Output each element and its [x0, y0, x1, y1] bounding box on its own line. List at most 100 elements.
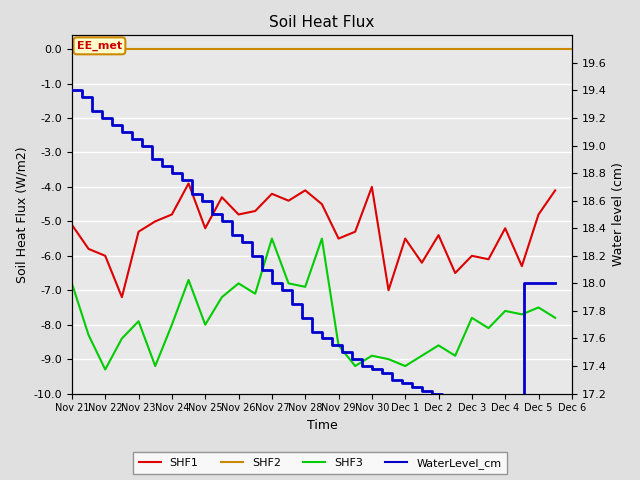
WaterLevel_cm — [98, 115, 106, 121]
SHF1 — [268, 191, 276, 197]
SHF1 — [351, 229, 359, 235]
WaterLevel_cm — [298, 315, 306, 321]
SHF1 — [218, 194, 226, 200]
WaterLevel_cm — [158, 163, 166, 169]
WaterLevel_cm — [478, 407, 486, 413]
SHF3 — [401, 363, 409, 369]
WaterLevel_cm — [388, 377, 396, 383]
WaterLevel_cm — [308, 329, 316, 335]
SHF1 — [285, 198, 292, 204]
WaterLevel_cm — [318, 336, 326, 341]
WaterLevel_cm — [208, 212, 216, 217]
WaterLevel_cm — [408, 384, 416, 390]
SHF1 — [501, 226, 509, 231]
WaterLevel_cm — [328, 343, 336, 348]
WaterLevel_cm — [228, 232, 236, 238]
Text: EE_met: EE_met — [77, 41, 122, 51]
WaterLevel_cm — [398, 380, 406, 385]
SHF3 — [135, 318, 143, 324]
WaterLevel_cm — [118, 129, 125, 135]
SHF3 — [301, 284, 309, 290]
SHF3 — [285, 280, 292, 286]
WaterLevel_cm — [178, 177, 186, 183]
WaterLevel_cm — [248, 253, 256, 259]
WaterLevel_cm — [278, 288, 285, 293]
Legend: SHF1, SHF2, SHF3, WaterLevel_cm: SHF1, SHF2, SHF3, WaterLevel_cm — [133, 453, 507, 474]
SHF1 — [468, 253, 476, 259]
SHF3 — [335, 343, 342, 348]
WaterLevel_cm — [68, 87, 76, 93]
WaterLevel_cm — [534, 280, 542, 286]
SHF1 — [235, 212, 243, 217]
SHF1 — [451, 270, 459, 276]
SHF3 — [252, 291, 259, 297]
SHF1 — [335, 236, 342, 241]
SHF1 — [484, 256, 492, 262]
WaterLevel_cm — [88, 108, 96, 114]
SHF3 — [351, 363, 359, 369]
SHF3 — [468, 315, 476, 321]
SHF1 — [135, 229, 143, 235]
SHF1 — [152, 218, 159, 224]
SHF1 — [318, 201, 326, 207]
SHF1 — [168, 212, 176, 217]
WaterLevel_cm — [428, 391, 436, 396]
SHF1 — [84, 246, 92, 252]
SHF3 — [168, 322, 176, 327]
SHF3 — [118, 336, 125, 341]
Y-axis label: Water level (cm): Water level (cm) — [612, 163, 625, 266]
Line: SHF3: SHF3 — [72, 239, 555, 370]
SHF3 — [84, 332, 92, 338]
WaterLevel_cm — [148, 156, 156, 162]
WaterLevel_cm — [448, 397, 456, 403]
SHF1 — [385, 288, 392, 293]
WaterLevel_cm — [458, 400, 466, 406]
WaterLevel_cm — [238, 239, 246, 245]
WaterLevel_cm — [348, 356, 356, 362]
SHF1 — [301, 188, 309, 193]
WaterLevel_cm — [378, 370, 386, 376]
SHF3 — [318, 236, 326, 241]
WaterLevel_cm — [518, 418, 525, 424]
Line: WaterLevel_cm: WaterLevel_cm — [72, 90, 555, 421]
SHF1 — [534, 212, 542, 217]
WaterLevel_cm — [418, 388, 426, 394]
WaterLevel_cm — [128, 136, 136, 142]
WaterLevel_cm — [198, 198, 205, 204]
WaterLevel_cm — [368, 366, 376, 372]
SHF1 — [68, 222, 76, 228]
WaterLevel_cm — [438, 394, 445, 399]
WaterLevel_cm — [551, 280, 559, 286]
SHF1 — [252, 208, 259, 214]
SHF3 — [551, 315, 559, 321]
SHF1 — [401, 236, 409, 241]
SHF1 — [368, 184, 376, 190]
SHF3 — [451, 353, 459, 359]
WaterLevel_cm — [468, 405, 476, 410]
WaterLevel_cm — [520, 280, 527, 286]
SHF3 — [218, 294, 226, 300]
SHF1 — [185, 180, 193, 186]
SHF1 — [418, 260, 426, 265]
SHF3 — [185, 277, 193, 283]
SHF3 — [501, 308, 509, 314]
WaterLevel_cm — [78, 95, 86, 100]
WaterLevel_cm — [168, 170, 176, 176]
Title: Soil Heat Flux: Soil Heat Flux — [269, 15, 374, 30]
SHF3 — [368, 353, 376, 359]
SHF3 — [101, 367, 109, 372]
SHF1 — [551, 188, 559, 193]
SHF3 — [152, 363, 159, 369]
Line: SHF1: SHF1 — [72, 183, 555, 297]
WaterLevel_cm — [488, 411, 496, 417]
SHF1 — [435, 232, 442, 238]
WaterLevel_cm — [218, 218, 226, 224]
SHF3 — [68, 280, 76, 286]
SHF3 — [435, 343, 442, 348]
SHF1 — [202, 226, 209, 231]
WaterLevel_cm — [258, 267, 266, 273]
X-axis label: Time: Time — [307, 419, 337, 432]
WaterLevel_cm — [188, 191, 196, 197]
WaterLevel_cm — [108, 122, 116, 128]
WaterLevel_cm — [358, 363, 365, 369]
